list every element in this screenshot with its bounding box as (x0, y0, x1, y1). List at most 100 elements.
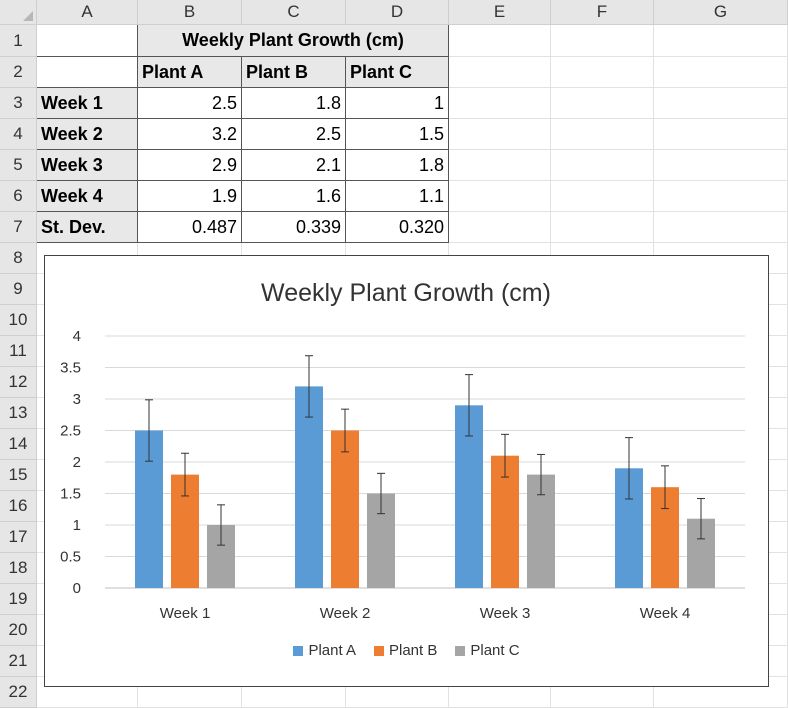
row-header-2[interactable]: 2 (0, 57, 37, 88)
column-header-g[interactable]: G (654, 0, 788, 25)
y-tick-label: 2 (73, 454, 81, 471)
row-header-22[interactable]: 22 (0, 677, 37, 708)
table-value-cell[interactable]: 2.1 (242, 150, 346, 181)
table-value-cell[interactable]: 0.339 (242, 212, 346, 243)
table-value-cell[interactable]: 1.8 (242, 88, 346, 119)
y-tick-label: 0 (73, 580, 81, 597)
table-value-cell[interactable]: 2.5 (138, 88, 242, 119)
legend-swatch-plant-b (373, 645, 384, 656)
table-value-cell[interactable]: 0.487 (138, 212, 242, 243)
row-label-3[interactable]: Week 3 (37, 150, 138, 181)
column-header-a[interactable]: A (37, 0, 138, 25)
cell-g4[interactable] (654, 119, 788, 150)
bar-plant-b (491, 455, 519, 588)
y-tick-label: 4 (73, 328, 81, 345)
row-header-3[interactable]: 3 (0, 88, 37, 119)
table-value-cell[interactable]: 1.5 (346, 119, 449, 150)
table-title-cell[interactable]: Weekly Plant Growth (cm) (138, 25, 449, 57)
chart[interactable]: Weekly Plant Growth (cm) 0 0.5 1 1.5 2 2.5 3 3.5… (44, 255, 769, 687)
row-header-15[interactable]: 15 (0, 460, 37, 491)
cell-f3[interactable] (551, 88, 654, 119)
row-header-20[interactable]: 20 (0, 615, 37, 646)
cell-f6[interactable] (551, 181, 654, 212)
row-label-5[interactable]: St. Dev. (37, 212, 138, 243)
cell-e7[interactable] (449, 212, 551, 243)
row-header-8[interactable]: 8 (0, 243, 37, 274)
cell-f5[interactable] (551, 150, 654, 181)
y-tick-label: 1 (73, 517, 81, 534)
column-header-c[interactable]: C (242, 0, 346, 25)
row-header-12[interactable]: 12 (0, 367, 37, 398)
table-value-cell[interactable]: 1.1 (346, 181, 449, 212)
row-label-1[interactable]: Week 1 (37, 88, 138, 119)
row-header-21[interactable]: 21 (0, 646, 37, 677)
row-header-13[interactable]: 13 (0, 398, 37, 429)
table-value-cell[interactable]: 1 (346, 88, 449, 119)
table-value-cell[interactable]: 0.320 (346, 212, 449, 243)
legend-item-plant-b: Plant B (373, 642, 438, 659)
y-tick-label: 3 (73, 391, 81, 408)
legend-label-plant-b: Plant B (388, 642, 438, 659)
row-header-16[interactable]: 16 (0, 491, 37, 522)
x-tick-label: Week 4 (640, 605, 691, 622)
x-tick-label: Week 1 (160, 605, 211, 622)
cell-a2[interactable] (37, 57, 138, 88)
cell-f4[interactable] (551, 119, 654, 150)
row-header-17[interactable]: 17 (0, 522, 37, 553)
table-value-cell[interactable]: 2.5 (242, 119, 346, 150)
table-header-2[interactable]: Plant B (242, 57, 346, 88)
y-tick-label: 2.5 (60, 423, 81, 440)
cell-g5[interactable] (654, 150, 788, 181)
chart-legend: Plant A Plant B Plant C (45, 642, 768, 659)
cell-g2[interactable] (654, 57, 788, 88)
cell-e4[interactable] (449, 119, 551, 150)
row-header-10[interactable]: 10 (0, 305, 37, 336)
column-header-b[interactable]: B (138, 0, 242, 25)
row-header-5[interactable]: 5 (0, 150, 37, 181)
cell-e2[interactable] (449, 57, 551, 88)
row-header-4[interactable]: 4 (0, 119, 37, 150)
cell-e6[interactable] (449, 181, 551, 212)
select-all-corner[interactable] (0, 0, 37, 25)
cell-g3[interactable] (654, 88, 788, 119)
row-header-11[interactable]: 11 (0, 336, 37, 367)
column-header-d[interactable]: D (346, 0, 449, 25)
cell-f7[interactable] (551, 212, 654, 243)
row-header-7[interactable]: 7 (0, 212, 37, 243)
bar-plant-a (295, 386, 323, 588)
legend-item-plant-a: Plant A (293, 642, 356, 659)
row-label-2[interactable]: Week 2 (37, 119, 138, 150)
cell-f2[interactable] (551, 57, 654, 88)
column-header-e[interactable]: E (449, 0, 551, 25)
table-header-3[interactable]: Plant C (346, 57, 449, 88)
y-tick-label: 3.5 (60, 360, 81, 377)
x-tick-label: Week 3 (480, 605, 531, 622)
row-header-1[interactable]: 1 (0, 25, 37, 57)
table-value-cell[interactable]: 1.9 (138, 181, 242, 212)
cell-e3[interactable] (449, 88, 551, 119)
legend-label-plant-c: Plant C (470, 642, 520, 659)
cell-g7[interactable] (654, 212, 788, 243)
table-value-cell[interactable]: 1.8 (346, 150, 449, 181)
y-tick-label: 1.5 (60, 486, 81, 503)
row-header-19[interactable]: 19 (0, 584, 37, 615)
cell-f1[interactable] (551, 25, 654, 57)
row-label-4[interactable]: Week 4 (37, 181, 138, 212)
table-value-cell[interactable]: 3.2 (138, 119, 242, 150)
cell-a1[interactable] (37, 25, 138, 57)
row-header-9[interactable]: 9 (0, 274, 37, 305)
legend-swatch-plant-a (293, 645, 304, 656)
cell-g1[interactable] (654, 25, 788, 57)
cell-e1[interactable] (449, 25, 551, 57)
row-header-18[interactable]: 18 (0, 553, 37, 584)
select-all-triangle-icon (23, 11, 33, 21)
cell-e5[interactable] (449, 150, 551, 181)
column-header-f[interactable]: F (551, 0, 654, 25)
row-header-6[interactable]: 6 (0, 181, 37, 212)
table-header-1[interactable]: Plant A (138, 57, 242, 88)
cell-g6[interactable] (654, 181, 788, 212)
table-value-cell[interactable]: 2.9 (138, 150, 242, 181)
row-header-14[interactable]: 14 (0, 429, 37, 460)
table-value-cell[interactable]: 1.6 (242, 181, 346, 212)
